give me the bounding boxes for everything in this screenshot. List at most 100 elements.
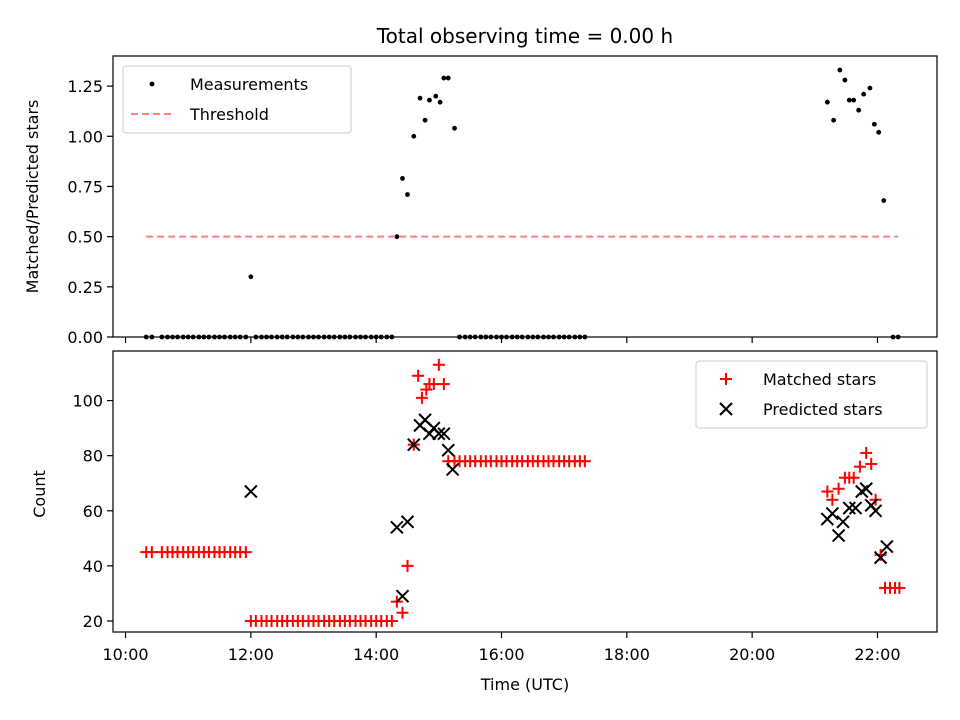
predicted-stars-point (868, 504, 883, 518)
x-tick-label: 12:00 (228, 645, 274, 664)
matched-stars-point (239, 546, 252, 559)
matched-stars-point (415, 391, 428, 404)
measurement-point (400, 176, 405, 181)
predicted-stars-point (873, 550, 888, 565)
predicted-stars-point (244, 484, 258, 499)
predicted-stars-point (407, 437, 421, 452)
measurement-point (861, 91, 867, 97)
measurement-point (831, 117, 837, 123)
matched-stars-point (860, 446, 873, 459)
legend-predicted-label: Predicted stars (763, 400, 883, 419)
ratio-legend: Measurements Threshold (122, 65, 352, 134)
x-axis-label: Time (UTC) (480, 675, 569, 694)
matched-stars-point (893, 581, 906, 594)
matched-stars-point (432, 358, 445, 371)
measurement-point (881, 198, 887, 203)
matched-stars-point (578, 455, 591, 468)
ratio-y-axis-label: Matched/Predicted stars (23, 100, 42, 294)
matched-stars-point (847, 471, 860, 484)
x-tick-label: 10:00 (102, 645, 148, 664)
ratio-y-tick-label: 0.25 (67, 278, 103, 297)
predicted-stars-point (831, 528, 846, 543)
matched-stars-point (401, 559, 414, 572)
count-y-tick-label: 20 (83, 612, 103, 631)
legend-matched-marker (720, 373, 732, 385)
x-tick-label: 16:00 (478, 645, 524, 664)
predicted-stars-point (859, 482, 873, 496)
matched-stars-point (832, 482, 845, 495)
predicted-stars-point (825, 506, 840, 521)
predicted-stars-point (437, 426, 451, 441)
x-tick-label: 20:00 (729, 645, 775, 664)
legend-predicted-marker (719, 402, 733, 416)
predicted-stars-point (395, 589, 410, 603)
predicted-stars-point (445, 462, 460, 477)
count-y-tick-label: 100 (72, 392, 103, 411)
measurement-point (871, 121, 877, 127)
measurement-point (417, 95, 423, 101)
ratio-y-tick-label: 0.00 (67, 328, 103, 347)
measurement-point (856, 107, 862, 113)
measurement-point (867, 85, 873, 91)
matched-stars-point (865, 457, 878, 470)
measurement-point (445, 75, 451, 81)
matched-stars-point (853, 460, 866, 473)
matched-stars-point (396, 606, 409, 619)
legend-measurements-label: Measurements (190, 75, 308, 94)
measurement-point (851, 97, 857, 103)
matched-stars-point (821, 485, 834, 498)
matched-stars-point (385, 614, 398, 627)
count-y-axis-label: Count (30, 470, 49, 518)
predicted-stars-point (848, 501, 863, 515)
matched-stars-point (145, 546, 158, 559)
measurement-point (437, 99, 443, 105)
count-legend: Matched stars Predicted stars (695, 360, 928, 429)
measurement-point (411, 133, 417, 139)
legend-measurements-marker (149, 81, 155, 87)
ratio-y-tick-label: 1.00 (67, 127, 103, 146)
count-y-tick-label: 80 (83, 447, 103, 466)
count-legend-frame (695, 360, 928, 429)
measurement-point (394, 234, 400, 240)
count-y-tick-label: 60 (83, 502, 103, 521)
ratio-y-tick-label: 0.75 (67, 177, 103, 196)
measurement-point (876, 129, 882, 135)
count-panel: 20 40 60 80 100 10:00 12:00 14:00 16:00 18:00 20:0… (30, 350, 938, 694)
measurement-point (441, 75, 447, 81)
x-tick-label: 22:00 (854, 645, 900, 664)
predicted-stars-point (400, 515, 415, 529)
predicted-stars-point (432, 426, 446, 441)
measurement-point (433, 93, 439, 99)
ratio-panel: 0.00 0.25 0.50 0.75 1.00 1.25 Matched/Predict… (23, 55, 938, 347)
legend-threshold-label: Threshold (189, 105, 269, 124)
x-tick-label: 14:00 (353, 645, 399, 664)
measurement-point (422, 117, 428, 123)
measurement-point (452, 125, 457, 131)
predicted-stars-point (842, 501, 856, 515)
count-marks (140, 358, 906, 627)
ratio-panel-frame (112, 55, 938, 338)
chart-title: Total observing time = 0.00 h (376, 24, 673, 48)
measurement-point (846, 97, 852, 103)
measurement-point (824, 99, 830, 105)
count-y-tick-label: 40 (83, 557, 103, 576)
measurement-point (405, 192, 410, 197)
matched-stars-point (412, 369, 425, 382)
measurement-point (248, 274, 254, 280)
ratio-y-tick-label: 0.50 (67, 228, 103, 247)
x-tick-label: 18:00 (604, 645, 650, 664)
measurement-point (842, 77, 848, 83)
predicted-stars-point (441, 443, 455, 457)
measurement-point (837, 67, 843, 73)
matched-stars-point (427, 378, 440, 391)
ratio-marks (143, 67, 901, 340)
ratio-legend-frame (122, 65, 352, 134)
legend-matched-label: Matched stars (763, 370, 876, 389)
matched-stars-point (874, 548, 887, 561)
matched-stars-point (826, 493, 839, 506)
matched-stars-point (437, 378, 450, 391)
predicted-stars-point (836, 515, 850, 529)
measurement-point (427, 97, 432, 103)
ratio-y-tick-label: 1.25 (67, 77, 103, 96)
